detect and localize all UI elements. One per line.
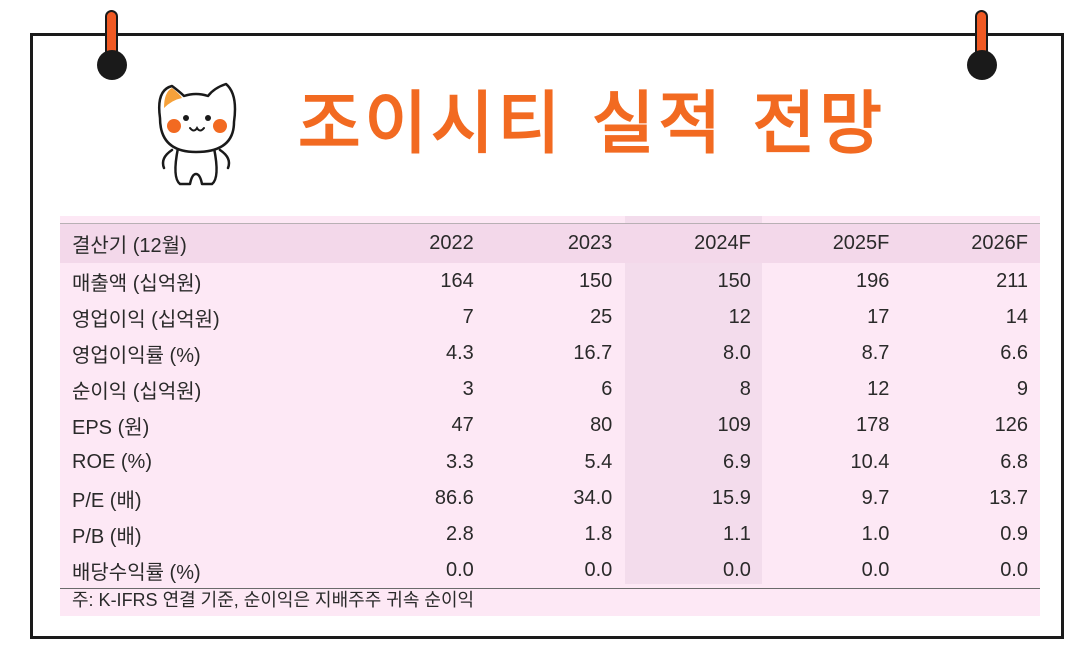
table-cell: 7 bbox=[462, 305, 474, 328]
table-cell: 109 bbox=[717, 414, 751, 437]
header-2024f: 2024F bbox=[694, 231, 751, 254]
table-cell: 6 bbox=[601, 378, 613, 401]
row-label: ROE (%) bbox=[72, 450, 152, 473]
table-cell: 6.6 bbox=[1000, 341, 1028, 364]
header-2026f: 2026F bbox=[971, 231, 1028, 254]
table-cell: 14 bbox=[1005, 305, 1028, 328]
row-label: 순이익 (십억원) bbox=[72, 381, 202, 404]
table-cell: 9 bbox=[1016, 378, 1028, 401]
header-2025f: 2025F bbox=[832, 231, 890, 254]
page-title: 조이시티 실적 전망 bbox=[298, 85, 886, 164]
row-label: P/E (배) bbox=[72, 489, 142, 512]
table-row: 배당수익률 (%) 0.0 0.0 0.0 0.0 0.0 bbox=[60, 552, 1040, 590]
row-label: EPS (원) bbox=[72, 417, 150, 440]
table-cell: 164 bbox=[440, 269, 474, 292]
forecast-highlight-column bbox=[625, 216, 762, 584]
table-row: P/E (배) 86.6 34.0 15.9 9.7 13.7 bbox=[60, 480, 1040, 516]
table-cell: 3 bbox=[462, 378, 474, 401]
table-cell: 5.4 bbox=[584, 450, 613, 473]
row-label: 영업이익률 (%) bbox=[72, 344, 201, 367]
table-cell: 10.4 bbox=[850, 450, 890, 473]
table-row: 순이익 (십억원) 3 6 8 12 9 bbox=[60, 372, 1040, 408]
table-cell: 2.8 bbox=[445, 522, 474, 545]
table-footnote: 주: K-IFRS 연결 기준, 순이익은 지배주주 귀속 순이익 bbox=[72, 590, 475, 610]
table-cell: 16.7 bbox=[573, 341, 613, 364]
table-cell: 0.0 bbox=[347, 552, 486, 590]
table-cell: 8.0 bbox=[723, 341, 751, 364]
table-cell: 12 bbox=[728, 305, 751, 328]
table-row: 영업이익 (십억원) 7 25 12 17 14 bbox=[60, 299, 1040, 335]
table-cell: 211 bbox=[996, 269, 1028, 292]
table-cell: 34.0 bbox=[573, 486, 613, 509]
table-cell: 196 bbox=[856, 269, 890, 292]
table-cell: 8 bbox=[739, 378, 751, 401]
table-cell: 0.0 bbox=[901, 552, 1040, 590]
table-row: EPS (원) 47 80 109 178 126 bbox=[60, 408, 1040, 444]
earnings-forecast-table: 결산기 (12월) 2022 2023 2024F 2025F 2026F 매출… bbox=[60, 216, 1040, 616]
table-cell: 15.9 bbox=[711, 486, 751, 509]
table-cell: 0.9 bbox=[1000, 522, 1028, 545]
table-cell: 6.9 bbox=[723, 450, 751, 473]
table-cell: 17 bbox=[867, 305, 890, 328]
table-row: P/B (배) 2.8 1.8 1.1 1.0 0.9 bbox=[60, 516, 1040, 552]
table-cell: 8.7 bbox=[861, 341, 890, 364]
row-label: 영업이익 (십억원) bbox=[72, 308, 220, 331]
table-cell: 47 bbox=[451, 414, 474, 437]
table-cell: 1.0 bbox=[861, 522, 890, 545]
table-cell: 178 bbox=[856, 414, 890, 437]
header-2022: 2022 bbox=[429, 231, 474, 254]
table-row: ROE (%) 3.3 5.4 6.9 10.4 6.8 bbox=[60, 444, 1040, 480]
table-header-row: 결산기 (12월) 2022 2023 2024F 2025F 2026F bbox=[60, 223, 1040, 263]
table-cell: 1.1 bbox=[723, 522, 751, 545]
table-cell: 6.8 bbox=[1000, 450, 1028, 473]
table-cell: 126 bbox=[994, 414, 1028, 437]
header-period: 결산기 (12월) bbox=[72, 234, 187, 257]
forecast-table: 결산기 (12월) 2022 2023 2024F 2025F 2026F 매출… bbox=[60, 223, 1040, 590]
pushpin-icon bbox=[92, 10, 132, 80]
table-cell: 86.6 bbox=[434, 486, 474, 509]
row-label: 매출액 (십억원) bbox=[72, 272, 202, 295]
table-header-band bbox=[60, 223, 1040, 263]
table-cell: 12 bbox=[867, 378, 890, 401]
cat-mascot-icon bbox=[158, 82, 237, 186]
table-cell: 4.3 bbox=[445, 341, 474, 364]
table-cell: 80 bbox=[590, 414, 613, 437]
table-cell: 1.8 bbox=[584, 522, 613, 545]
table-row: 영업이익률 (%) 4.3 16.7 8.0 8.7 6.6 bbox=[60, 335, 1040, 371]
table-cell: 13.7 bbox=[989, 486, 1028, 509]
table-cell: 0.0 bbox=[624, 552, 763, 590]
table-cell: 0.0 bbox=[485, 552, 625, 590]
table-cell: 150 bbox=[717, 269, 751, 292]
pushpin-icon bbox=[962, 10, 1002, 80]
table-cell: 0.0 bbox=[762, 552, 902, 590]
table-row: 매출액 (십억원) 164 150 150 196 211 bbox=[60, 263, 1040, 299]
row-label: P/B (배) bbox=[72, 525, 142, 548]
table-cell: 150 bbox=[578, 269, 613, 292]
table-cell: 25 bbox=[590, 305, 613, 328]
table-cell: 3.3 bbox=[445, 450, 474, 473]
row-label: 배당수익률 (%) bbox=[60, 552, 348, 590]
header-2023: 2023 bbox=[567, 231, 613, 254]
table-cell: 9.7 bbox=[861, 486, 890, 509]
